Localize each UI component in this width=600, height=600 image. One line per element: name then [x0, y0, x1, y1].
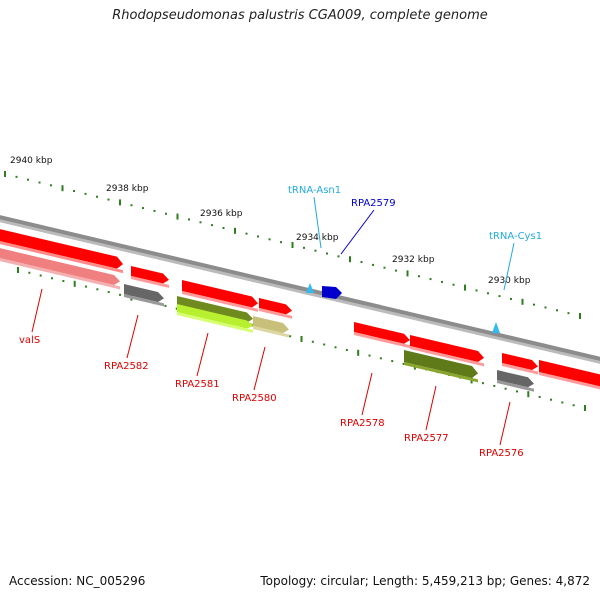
gene-bar-RPA2582-edge [131, 276, 169, 288]
gene-bar-RPA2581-body [182, 280, 258, 308]
gene-bar-RPA2578-edge [354, 332, 410, 349]
gene-bar-valS-b [0, 248, 120, 290]
gene-label-leader [503, 242, 515, 291]
gene-bar-valS-b-body [0, 248, 120, 285]
gene-label: valS [19, 335, 40, 346]
gene-bar-tail-body [539, 360, 600, 387]
gene-bar-gray-1-body [124, 284, 164, 302]
gene-bar-RPA2577-edge [410, 346, 484, 367]
gene-label: RPA2576 [479, 448, 524, 459]
genome-summary: Topology: circular; Length: 5,459,213 bp… [260, 574, 590, 588]
gene-bar-olive-2-body [404, 350, 478, 378]
gene-bar-gray-1 [124, 284, 164, 307]
gene-label-leader [126, 314, 139, 359]
gene-bar-khaki-1-body [253, 316, 289, 334]
gene-bar-olive-1-body [177, 296, 253, 323]
scale-label: 2930 kbp [488, 276, 531, 286]
gene-bar-khaki-1 [253, 316, 289, 338]
scale-label: 2938 kbp [106, 184, 149, 194]
gene-bar-valS-b-edge [0, 258, 120, 290]
gene-label-leader [31, 288, 43, 333]
gene-label-leader [499, 401, 511, 446]
gene-label: RPA2581 [175, 379, 220, 390]
accession-label: Accession: NC_005296 [9, 574, 146, 588]
gene-label: tRNA-Cys1 [489, 231, 542, 242]
rpa2579-marker [322, 286, 342, 299]
trna-asn1-marker [306, 283, 314, 293]
gene-bar-RPA2580-edge [259, 308, 292, 319]
gene-bar-gray-1-edge [124, 294, 164, 307]
gene-bar-gray-2-edge [497, 380, 534, 392]
scale-label: 2934 kbp [296, 233, 339, 243]
gene-bar-RPA2580 [259, 298, 292, 319]
gene-bar-tail [539, 360, 600, 390]
gene-bar-lime-1-edge [177, 312, 253, 333]
gene-label-leader [425, 385, 437, 431]
gene-bar-gray-2 [497, 370, 534, 392]
gene-label: RPA2580 [232, 393, 277, 404]
gene-bar-RPA2576 [502, 353, 538, 375]
gene-label: RPA2579 [351, 198, 396, 209]
trna-cys1-marker [492, 322, 500, 333]
gene-bar-gray-2-body [497, 370, 534, 388]
gene-label-leader [340, 209, 375, 255]
gene-bar-RPA2582-body [131, 266, 169, 284]
gene-bar-RPA2578 [354, 322, 410, 349]
gene-bar-RPA2580-body [259, 298, 292, 315]
gene-label-leader [313, 196, 322, 249]
scale-label: 2940 kbp [10, 156, 53, 166]
gene-bar-RPA2577-body [410, 335, 484, 362]
gene-label: RPA2577 [404, 433, 449, 444]
gene-label-leader [361, 372, 373, 416]
gene-label: RPA2582 [104, 361, 149, 372]
gene-bar-olive-2 [404, 350, 478, 383]
gene-bar-RPA2581 [182, 280, 258, 312]
gene-bar-RPA2576-edge [502, 363, 538, 375]
gene-label-leader [196, 332, 209, 377]
gene-bar-RPA2578-body [354, 322, 410, 344]
gene-label-leader [253, 346, 266, 391]
gene-bar-RPA2577 [410, 335, 484, 367]
gene-label: RPA2578 [340, 418, 385, 429]
scale-label: 2932 kbp [392, 255, 435, 265]
gene-bar-khaki-1-edge [253, 326, 289, 338]
gene-label: tRNA-Asn1 [288, 185, 341, 196]
gene-bar-valS-a [0, 229, 123, 274]
gene-bar-valS-a-body [0, 229, 123, 269]
genome-backbone [0, 215, 600, 361]
gene-bar-tail-edge [539, 372, 600, 390]
gene-bar-RPA2581-edge [182, 291, 258, 312]
gene-bar-lime-1-body [177, 304, 253, 329]
gene-bar-olive-2-edge [404, 362, 478, 383]
genome-title: Rhodopseudomonas palustris CGA009, compl… [112, 8, 488, 23]
scale-label: 2936 kbp [200, 209, 243, 219]
gene-bar-RPA2576-body [502, 353, 538, 371]
gene-bar-lime-1 [177, 304, 253, 333]
gene-bar-valS-a-edge [0, 241, 123, 274]
gene-bar-RPA2582 [131, 266, 169, 288]
